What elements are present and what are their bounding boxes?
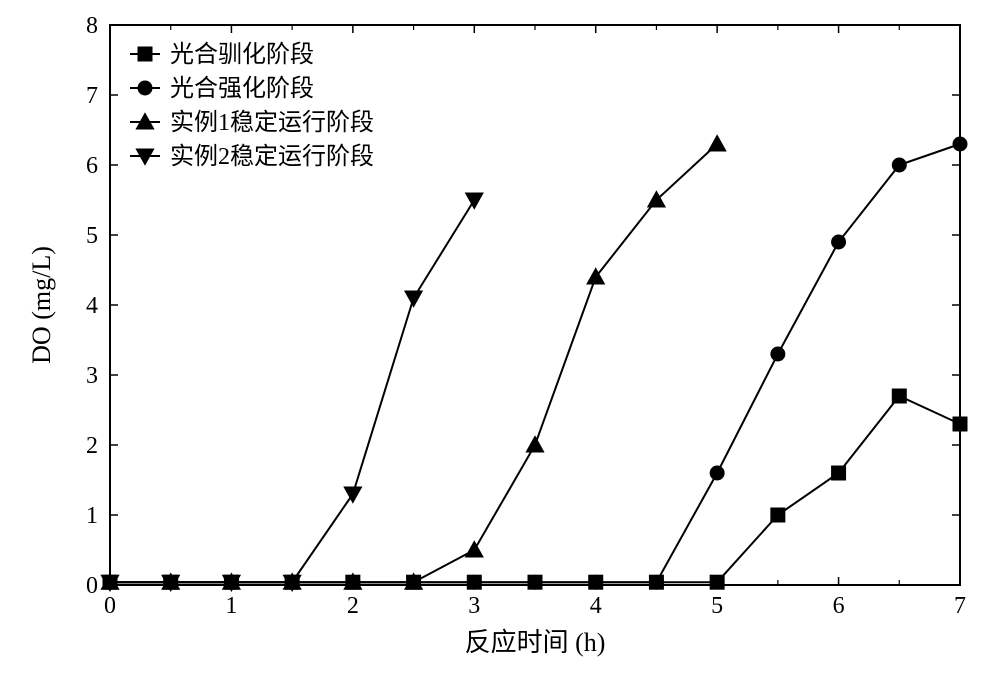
legend-label: 实例2稳定运行阶段 [170, 143, 374, 170]
y-tick-label: 3 [86, 363, 98, 389]
x-axis-label: 反应时间 (h) [465, 628, 606, 657]
y-tick-label: 8 [86, 13, 98, 39]
x-tick-label: 1 [225, 593, 237, 619]
line-chart: 0 1 2 3 4 5 6 7 0 1 2 3 4 5 6 7 8 反应时间 (h) DO (mg/L) 光合驯化阶段… [0, 0, 1000, 681]
y-tick-label: 7 [86, 83, 98, 109]
y-axis-label: DO (mg/L) [27, 246, 56, 364]
y-tick-label: 6 [86, 153, 98, 179]
x-tick-label: 2 [347, 593, 359, 619]
x-tick-label: 6 [833, 593, 845, 619]
x-tick-label: 4 [590, 593, 602, 619]
x-tick-label: 7 [954, 593, 966, 619]
legend-label: 光合强化阶段 [170, 75, 314, 102]
x-tick-label: 3 [468, 593, 480, 619]
y-tick-label: 2 [86, 433, 98, 459]
x-tick-label: 0 [104, 593, 116, 619]
legend-label: 光合驯化阶段 [170, 41, 314, 68]
chart-container: 0 1 2 3 4 5 6 7 0 1 2 3 4 5 6 7 8 反应时间 (h) DO (mg/L) 光合驯化阶段… [0, 0, 1000, 681]
x-tick-label: 5 [711, 593, 723, 619]
y-tick-label: 0 [86, 573, 98, 599]
y-tick-label: 1 [86, 503, 98, 529]
y-tick-label: 4 [86, 293, 98, 319]
legend-label: 实例1稳定运行阶段 [170, 109, 374, 136]
y-tick-label: 5 [86, 223, 98, 249]
